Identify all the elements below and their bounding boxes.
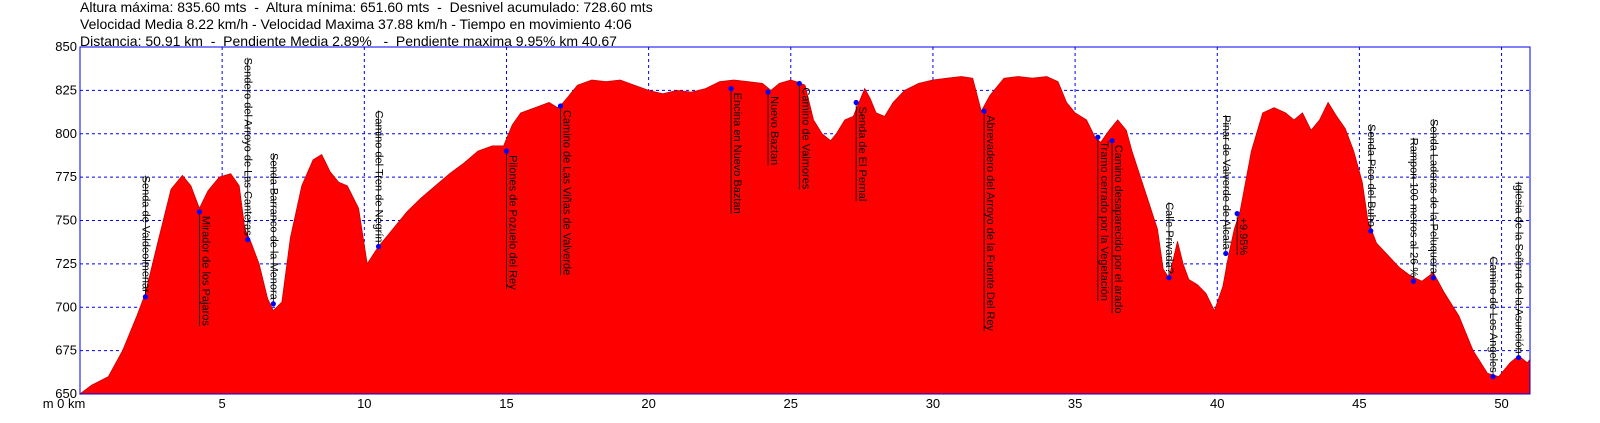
waypoint: Camino del Tren de Negrín — [373, 110, 385, 250]
y-tick-label: 725 — [55, 256, 77, 271]
waypoint: Tramo cerrado por la Vegetación — [1095, 134, 1110, 302]
y-tick-label: 825 — [55, 82, 77, 97]
waypoint-label: Senda Pico del Buho — [1365, 124, 1377, 227]
waypoint: Camino de Las Viñas de Valverde — [557, 103, 572, 275]
waypoint-marker — [196, 209, 203, 215]
waypoint: Senda Laderas de la Peluquera — [1427, 119, 1439, 281]
waypoint-label: Encina en Nuevo Baztan — [731, 93, 743, 214]
waypoint-marker — [1166, 275, 1172, 281]
waypoint-marker — [142, 294, 148, 300]
x-tick-label: 10 — [357, 396, 371, 411]
waypoint: Encina en Nuevo Baztan — [728, 86, 743, 214]
waypoint-label: Nuevo Baztan — [768, 96, 780, 165]
x-axis-ticks: m 0 km 5 10 15 20 25 30 35 40 45 50 — [43, 396, 1509, 411]
waypoint-label: Abrevadero del Arroyo de la Fuente Del R… — [984, 115, 996, 331]
y-tick-label: 775 — [55, 169, 77, 184]
waypoint-marker — [1490, 374, 1496, 380]
waypoint: Pilones de Pozuelo del Rey — [503, 148, 518, 290]
stats-line-altitude: Altura máxima: 835.60 mts - Altura mínim… — [80, 0, 653, 15]
y-tick-label: 700 — [55, 299, 77, 314]
waypoint-label: Senda de El Pernal — [856, 107, 868, 202]
waypoint: Calle Privada? — [1163, 202, 1175, 281]
waypoint-label: Camino de Las Viñas de Valverde — [560, 110, 572, 275]
y-tick-label: 675 — [55, 343, 77, 358]
waypoint-label: Pilones de Pozuelo del Rey — [506, 155, 518, 290]
waypoint: Abrevadero del Arroyo de la Fuente Del R… — [981, 108, 996, 332]
waypoint-label: Camino del Tren de Negrín — [373, 110, 385, 242]
x-tick-label: 15 — [499, 396, 513, 411]
waypoint-marker — [1234, 210, 1240, 217]
waypoint-label: Senda Laderas de la Peluquera — [1427, 119, 1439, 275]
y-tick-label: 850 — [55, 39, 77, 54]
waypoint-marker — [1410, 278, 1417, 284]
waypoint-marker — [503, 148, 510, 154]
waypoint: Rampon 100 metros al 26 % — [1407, 137, 1419, 284]
waypoint: Camino desaparecido por el arado — [1109, 138, 1124, 314]
waypoint-marker — [796, 80, 802, 87]
waypoint: Pinar de Valverde de Alcala — [1220, 115, 1232, 257]
waypoints: Senda de Valdeolmenar Mirador de los Paja… — [139, 57, 1525, 380]
waypoint-marker — [1516, 354, 1522, 361]
waypoint-marker — [1109, 138, 1115, 144]
x-tick-label: m 0 km — [43, 396, 86, 411]
waypoint: Sendero del Arroyo de Las Canteras — [242, 57, 254, 243]
y-axis-ticks: 650 675 700 725 750 775 800 825 850 — [55, 39, 77, 401]
waypoint: Camino de Valmores — [796, 80, 811, 190]
waypoint-label: Camino de Valmores — [799, 87, 811, 189]
waypoint-marker — [765, 89, 771, 95]
waypoint-marker — [981, 108, 987, 114]
waypoint-marker — [728, 86, 734, 92]
waypoint: Iglesia de la Señora de la Asunción — [1513, 181, 1525, 361]
waypoint-label: Senda de Valdeolmenar — [139, 176, 151, 294]
waypoint-marker — [1430, 275, 1436, 281]
waypoint-label: Rampon 100 metros al 26 % — [1407, 138, 1419, 278]
stats-line-distance: Distancia: 50.91 km - Pendiente Media 2.… — [80, 33, 617, 49]
x-tick-label: 50 — [1494, 396, 1508, 411]
waypoint: Senda de El Pernal — [853, 99, 868, 202]
waypoint: Camino de Los Angeles — [1487, 256, 1499, 380]
route-stats: Altura máxima: 835.60 mts - Altura mínim… — [80, 0, 653, 50]
y-tick-label: 800 — [55, 126, 77, 141]
waypoint: Senda Barranco de la Menora — [267, 153, 279, 307]
waypoint: Nuevo Baztan — [765, 89, 780, 166]
waypoint-label: Iglesia de la Señora de la Asunción — [1513, 182, 1525, 354]
waypoint: +9.95% — [1234, 210, 1249, 256]
waypoint-label: Tramo cerrado por la Vegetación — [1098, 141, 1110, 301]
waypoint-label: Senda Barranco de la Menora — [267, 153, 279, 301]
waypoint-label: +9.95% — [1237, 218, 1249, 256]
x-tick-label: 30 — [926, 396, 940, 411]
x-tick-label: 40 — [1210, 396, 1224, 411]
waypoint-label: Calle Privada? — [1163, 202, 1175, 274]
y-tick-label: 650 — [55, 386, 77, 401]
waypoint-label: Camino de Los Angeles — [1487, 256, 1499, 373]
waypoint-marker — [1368, 228, 1374, 234]
waypoint-marker — [245, 236, 251, 243]
x-tick-label: 20 — [641, 396, 655, 411]
waypoint-marker — [853, 99, 859, 106]
waypoint: Mirador de los Pajaros — [196, 209, 211, 327]
waypoint: Senda de Valdeolmenar — [139, 175, 151, 300]
chart-frame — [79, 46, 1531, 395]
waypoint-label: Mirador de los Pajaros — [199, 216, 211, 327]
plot-border — [79, 46, 1531, 395]
stats-line-speed: Velocidad Media 8.22 km/h - Velocidad Ma… — [80, 16, 632, 32]
waypoint-label: Sendero del Arroyo de Las Canteras — [242, 58, 254, 236]
x-tick-label: 35 — [1068, 396, 1082, 411]
x-tick-label: 25 — [784, 396, 798, 411]
elevation-area — [78, 76, 1531, 395]
waypoint-marker — [1095, 134, 1101, 140]
waypoint-marker — [557, 103, 564, 109]
waypoint-marker — [1223, 250, 1229, 257]
waypoint-marker — [270, 301, 276, 307]
waypoint-marker — [375, 243, 382, 250]
x-tick-label: 5 — [219, 396, 226, 411]
waypoint: Senda Pico del Buho — [1365, 124, 1377, 234]
waypoint-label: Camino desaparecido por el arado — [1112, 145, 1124, 314]
waypoint-label: Pinar de Valverde de Alcala — [1220, 115, 1232, 250]
y-tick-label: 750 — [55, 213, 77, 228]
x-tick-label: 45 — [1352, 396, 1366, 411]
